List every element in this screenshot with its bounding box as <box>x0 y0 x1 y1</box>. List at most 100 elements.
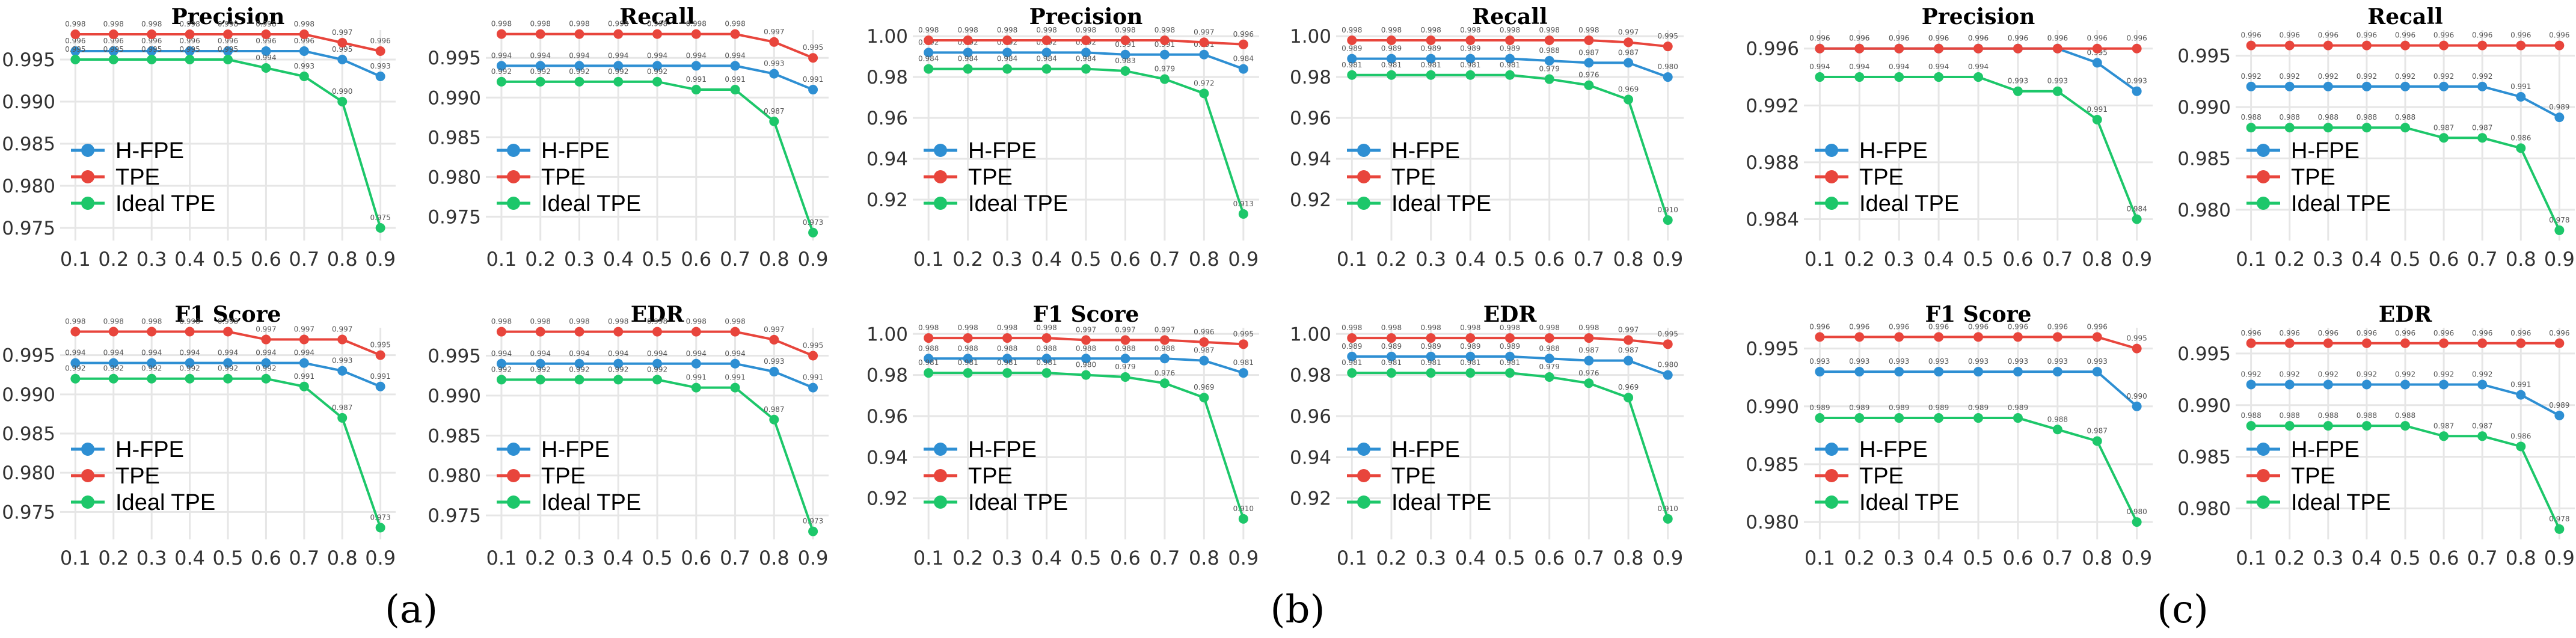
data-label: 0.998 <box>569 317 589 326</box>
data-label: 0.987 <box>1194 346 1214 355</box>
data-point <box>808 53 818 63</box>
data-point <box>730 382 740 393</box>
x-tick-label: 0.4 <box>1031 547 1062 569</box>
data-label: 0.991 <box>370 372 390 381</box>
data-point <box>1386 351 1396 361</box>
data-label: 0.981 <box>1342 358 1362 367</box>
x-tick-label: 0.2 <box>2274 547 2305 569</box>
data-label: 0.989 <box>1460 44 1480 53</box>
data-point <box>2361 421 2372 431</box>
data-label: 0.981 <box>1460 61 1480 69</box>
data-label: 0.996 <box>1233 30 1254 38</box>
legend-marker <box>1825 443 1838 456</box>
data-point <box>1199 355 1209 366</box>
y-tick-label: 0.990 <box>2177 395 2231 417</box>
data-point <box>2400 81 2410 91</box>
data-label: 0.997 <box>764 325 784 334</box>
x-tick-label: 0.7 <box>289 248 319 271</box>
data-label: 0.998 <box>1076 26 1096 34</box>
data-point <box>1238 39 1248 49</box>
data-label: 0.998 <box>530 317 551 326</box>
data-label: 0.992 <box>491 67 512 76</box>
data-label: 0.998 <box>491 20 512 28</box>
y-tick-label: 0.98 <box>1290 365 1331 387</box>
data-point <box>1426 70 1436 80</box>
x-tick-label: 0.8 <box>759 547 790 569</box>
data-point <box>1624 335 1634 345</box>
data-label: 0.997 <box>1155 326 1175 334</box>
data-label: 0.994 <box>256 54 276 62</box>
data-label: 0.992 <box>2472 370 2492 378</box>
legend-marker <box>2257 495 2270 509</box>
data-point <box>2516 91 2526 102</box>
data-point <box>1041 368 1052 378</box>
data-label: 0.992 <box>141 364 162 373</box>
data-label: 0.998 <box>1420 26 1441 34</box>
data-label: 0.998 <box>997 324 1017 332</box>
data-label: 0.998 <box>218 317 238 326</box>
x-tick-label: 0.6 <box>251 547 281 569</box>
data-label: 0.997 <box>332 28 352 37</box>
data-label: 0.996 <box>256 37 276 45</box>
data-point <box>2284 123 2295 133</box>
legend-marker <box>81 469 94 482</box>
data-label: 0.992 <box>2318 72 2338 81</box>
data-point <box>691 61 701 71</box>
data-label: 0.998 <box>141 20 162 28</box>
data-label: 0.996 <box>2280 31 2300 40</box>
data-point <box>1854 413 1865 423</box>
data-label: 0.988 <box>957 344 978 352</box>
data-label: 0.992 <box>2395 370 2415 378</box>
data-label: 0.996 <box>1889 322 1909 331</box>
data-point <box>691 85 701 95</box>
data-label: 0.992 <box>218 364 238 373</box>
data-label: 0.988 <box>1539 46 1560 55</box>
data-point <box>2013 367 2023 377</box>
data-point <box>2554 225 2565 235</box>
legend-marker <box>507 197 520 210</box>
data-label: 0.996 <box>2357 329 2377 337</box>
chart-panel-a-f1-score: 0.975 0.980 0.985 0.990 0.995 0.1 0.2 0.3 0.4 0.5… <box>2 302 396 569</box>
legend-entry: H-FPE <box>1391 437 1460 462</box>
x-tick-label: 0.6 <box>2429 248 2459 271</box>
y-tick-label: 0.980 <box>2 176 55 197</box>
x-tick-label: 0.3 <box>1415 547 1446 569</box>
legend-marker <box>81 170 94 183</box>
x-tick-label: 0.3 <box>992 547 1023 569</box>
legend-entry: Ideal TPE <box>968 191 1068 216</box>
data-label: 0.996 <box>2472 31 2492 40</box>
data-label: 0.988 <box>2240 113 2261 121</box>
data-label: 0.988 <box>2240 411 2261 420</box>
data-point <box>337 55 348 64</box>
data-label: 0.998 <box>1578 26 1599 34</box>
data-label: 0.996 <box>2510 31 2531 40</box>
data-label: 0.989 <box>1420 44 1441 53</box>
data-point <box>1041 354 1052 364</box>
y-tick-label: 0.985 <box>2 133 55 155</box>
data-label: 0.998 <box>957 324 978 332</box>
x-tick-label: 0.1 <box>2236 547 2266 569</box>
chart-title: F1 Score <box>175 302 281 327</box>
y-tick-label: 0.98 <box>866 365 908 387</box>
data-point <box>1120 66 1130 76</box>
data-point <box>1505 333 1515 343</box>
x-tick-label: 0.5 <box>213 547 244 569</box>
x-tick-label: 0.8 <box>327 547 358 569</box>
data-point <box>1465 54 1476 64</box>
data-label: 0.998 <box>1460 26 1480 34</box>
data-label: 0.989 <box>1968 403 1989 412</box>
x-tick-label: 0.1 <box>2236 248 2266 271</box>
data-point <box>808 526 818 536</box>
data-label: 0.992 <box>569 67 589 76</box>
data-label: 0.984 <box>918 55 939 63</box>
data-label: 0.994 <box>103 349 124 357</box>
x-tick-label: 0.9 <box>798 547 829 569</box>
data-label: 0.988 <box>2280 113 2300 121</box>
data-label: 0.996 <box>2047 34 2068 43</box>
data-point <box>1973 72 1983 82</box>
data-point <box>613 29 624 39</box>
x-tick-label: 0.3 <box>564 248 595 271</box>
data-point <box>1894 72 1904 82</box>
data-point <box>261 46 271 56</box>
x-tick-label: 0.5 <box>1495 248 1526 271</box>
